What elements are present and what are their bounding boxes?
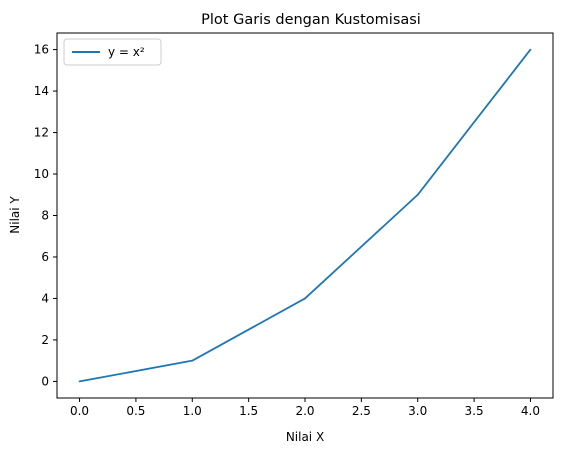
x-tick-label: 2.0 (295, 404, 314, 418)
x-tick-label: 4.0 (521, 404, 540, 418)
data-point (304, 297, 306, 300)
x-tick-label: 3.0 (408, 404, 427, 418)
legend: y = x² (63, 38, 162, 66)
data-point (78, 380, 81, 383)
y-tick-label: 0 (41, 374, 49, 388)
y-tick-label: 4 (41, 291, 49, 305)
y-tick-label: 16 (34, 43, 49, 57)
data-point (416, 193, 419, 196)
y-tick-label: 14 (34, 84, 49, 98)
series-layer (78, 48, 532, 383)
data-point (529, 48, 532, 51)
legend-frame (63, 38, 162, 66)
y-tick-label: 2 (41, 333, 49, 347)
x-axis-ticks: 0.0 0.5 1.0 1.5 2.0 2.5 3.0 3.5 4.0 (70, 398, 540, 418)
y-axis-label: Nilai Y (8, 196, 22, 234)
y-axis-ticks: 0 2 4 6 8 10 12 14 16 (34, 43, 57, 388)
x-tick-label: 0.0 (70, 404, 89, 418)
x-tick-label: 1.0 (183, 404, 202, 418)
y-tick-label: 6 (41, 250, 49, 264)
y-tick-label: 12 (34, 126, 49, 140)
plot-area (56, 32, 554, 399)
x-tick-label: 2.5 (352, 404, 371, 418)
chart-title: Plot Garis dengan Kustomisasi (201, 12, 421, 28)
x-axis-label: Nilai X (286, 430, 324, 444)
y-tick-label: 8 (41, 209, 49, 223)
legend-label: y = x² (108, 45, 145, 59)
x-tick-label: 1.5 (239, 404, 258, 418)
data-point (191, 359, 194, 362)
x-tick-label: 3.5 (465, 404, 484, 418)
x-tick-label: 0.5 (126, 404, 145, 418)
y-tick-label: 10 (34, 167, 49, 181)
